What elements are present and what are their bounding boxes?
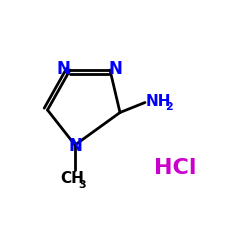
Text: CH: CH	[60, 171, 84, 186]
Text: 3: 3	[79, 180, 86, 190]
Text: HCl: HCl	[154, 158, 196, 178]
Text: NH: NH	[146, 94, 172, 109]
Text: N: N	[57, 60, 71, 78]
Text: 2: 2	[166, 102, 173, 112]
Text: N: N	[108, 60, 122, 78]
Text: N: N	[68, 137, 82, 155]
